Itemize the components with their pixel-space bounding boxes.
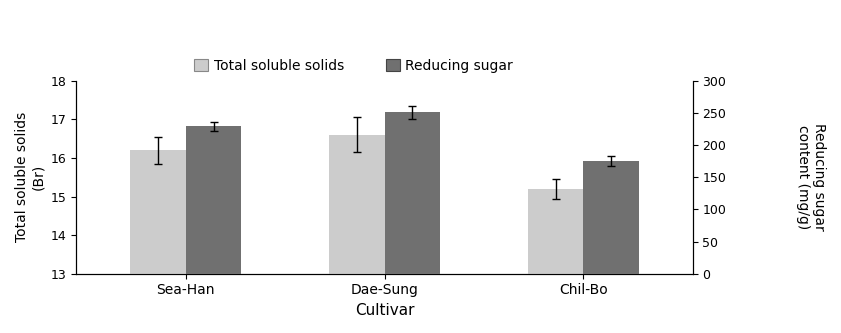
Bar [584,161,639,274]
X-axis label: Cultivar: Cultivar [355,303,415,318]
Bar [384,113,440,274]
Bar [186,126,241,274]
Y-axis label: Total soluble solids
(Br): Total soluble solids (Br) [15,112,45,242]
Y-axis label: Reducing sugar
content (mg/g): Reducing sugar content (mg/g) [796,124,826,231]
Bar [130,150,186,274]
Legend: Total soluble solids, Reducing sugar: Total soluble solids, Reducing sugar [189,53,519,78]
Bar [527,189,584,274]
Bar [329,135,384,274]
